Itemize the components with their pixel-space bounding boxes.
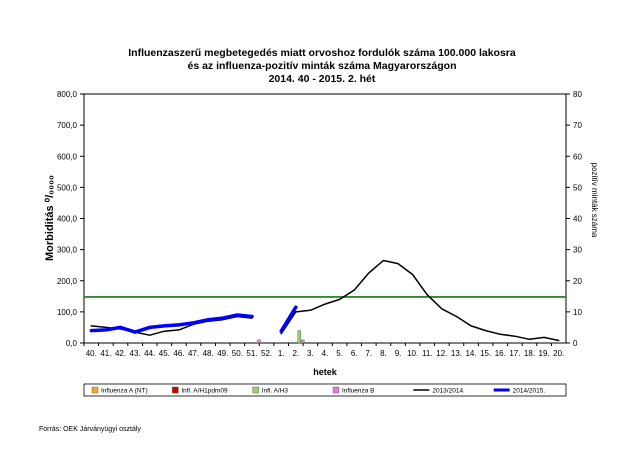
plot-frame <box>83 93 567 344</box>
x-tick-label: 44. <box>144 349 155 358</box>
x-tick-label: 20. <box>553 349 564 358</box>
y-tick-label: 300,0 <box>57 246 78 255</box>
x-tick-label: 1. <box>278 349 285 358</box>
x-tick-label: 8. <box>380 349 387 358</box>
y2-tick-label: 50 <box>573 183 582 192</box>
y-tick-label: 500,0 <box>57 183 78 192</box>
series-lines <box>84 259 566 342</box>
x-tick-label: 12. <box>436 349 447 358</box>
x-tick-label: 13. <box>451 349 462 358</box>
y2-tick-label: 60 <box>573 152 582 161</box>
axis-ticks: 0,0 100,0 200,0 300,0 400,0 500,0 600,0 700,0 80… <box>57 90 582 358</box>
x-tick-label: 43. <box>130 349 141 358</box>
x-tick-label: 47. <box>188 349 199 358</box>
y-tick-label: 600,0 <box>57 152 78 161</box>
x-tick-label: 52. <box>261 349 272 358</box>
x-tick-label: 4. <box>322 349 329 358</box>
legend: Influenza A (NT) Infl. A/H1pdm09 Infl. A/H… <box>83 383 567 397</box>
bar <box>257 339 261 344</box>
source-note: Forrás: OEK Járványügyi osztály <box>39 426 141 433</box>
legend-label: Influenza A (NT) <box>101 387 148 394</box>
y2-axis-label: pozitív minták száma <box>590 163 599 238</box>
x-tick-label: 16. <box>495 349 506 358</box>
y-tick-label: 400,0 <box>57 215 78 224</box>
x-tick-label: 19. <box>539 349 550 358</box>
bar <box>297 330 301 344</box>
x-tick-label: 9. <box>395 349 402 358</box>
x-tick-label: 41. <box>100 349 111 358</box>
x-tick-label: 50. <box>232 349 243 358</box>
y-axis-label: Morbiditás ⁰/₀₀₀₀ <box>44 175 56 261</box>
x-tick-label: 2. <box>292 349 299 358</box>
x-tick-label: 15. <box>480 349 491 358</box>
chart-title-line-2: és az influenza-pozitív minták száma Mag… <box>188 60 457 72</box>
y2-tick-label: 80 <box>573 90 582 99</box>
y-tick-label: 800,0 <box>57 90 78 99</box>
y-tick-label: 200,0 <box>57 277 78 286</box>
x-tick-label: 18. <box>524 349 535 358</box>
x-tick-label: 7. <box>365 349 372 358</box>
legend-label: 2014/2015. <box>513 387 546 394</box>
x-tick-label: 45. <box>159 349 170 358</box>
x-tick-label: 6. <box>351 349 358 358</box>
y2-tick-label: 70 <box>573 121 582 130</box>
x-tick-label: 48. <box>203 349 214 358</box>
legend-label: Influenza B <box>342 387 375 394</box>
x-tick-label: 14. <box>465 349 476 358</box>
legend-label: 2013/2014. <box>432 387 465 394</box>
y-tick-label: 100,0 <box>57 308 78 317</box>
x-tick-label: 42. <box>115 349 126 358</box>
y2-tick-label: 0 <box>573 339 578 348</box>
x-tick-label: 49. <box>217 349 228 358</box>
x-tick-label: 17. <box>509 349 520 358</box>
x-tick-label: 10. <box>407 349 418 358</box>
series-line <box>89 305 298 334</box>
y2-tick-label: 10 <box>573 308 582 317</box>
legend-swatch <box>332 386 340 394</box>
x-tick-label: 5. <box>336 349 343 358</box>
legend-swatch <box>252 386 259 394</box>
legend-swatch <box>172 386 179 394</box>
chart-title-line-3: 2014. 40 - 2015. 2. hét <box>269 73 376 85</box>
bar <box>301 339 305 344</box>
y-tick-label: 700,0 <box>57 121 78 130</box>
y2-tick-label: 40 <box>573 215 582 224</box>
x-tick-label: 46. <box>173 349 184 358</box>
x-tick-label: 3. <box>307 349 314 358</box>
legend-box <box>83 383 567 397</box>
y2-tick-label: 30 <box>573 246 582 255</box>
y-tick-label: 0,0 <box>66 339 78 348</box>
legend-label: Infl. A/H3 <box>262 387 289 394</box>
x-tick-label: 51. <box>246 349 257 358</box>
chart-title-line-1: Influenzaszerű megbetegedés miatt orvosh… <box>128 47 516 59</box>
legend-swatch <box>91 386 99 394</box>
y2-tick-label: 20 <box>573 277 582 286</box>
legend-label: Infl. A/H1pdm09 <box>181 387 228 394</box>
x-tick-label: 11. <box>422 349 433 358</box>
plot-area <box>83 93 567 344</box>
x-axis-label: hetek <box>313 367 338 377</box>
x-tick-label: 40. <box>86 349 97 358</box>
